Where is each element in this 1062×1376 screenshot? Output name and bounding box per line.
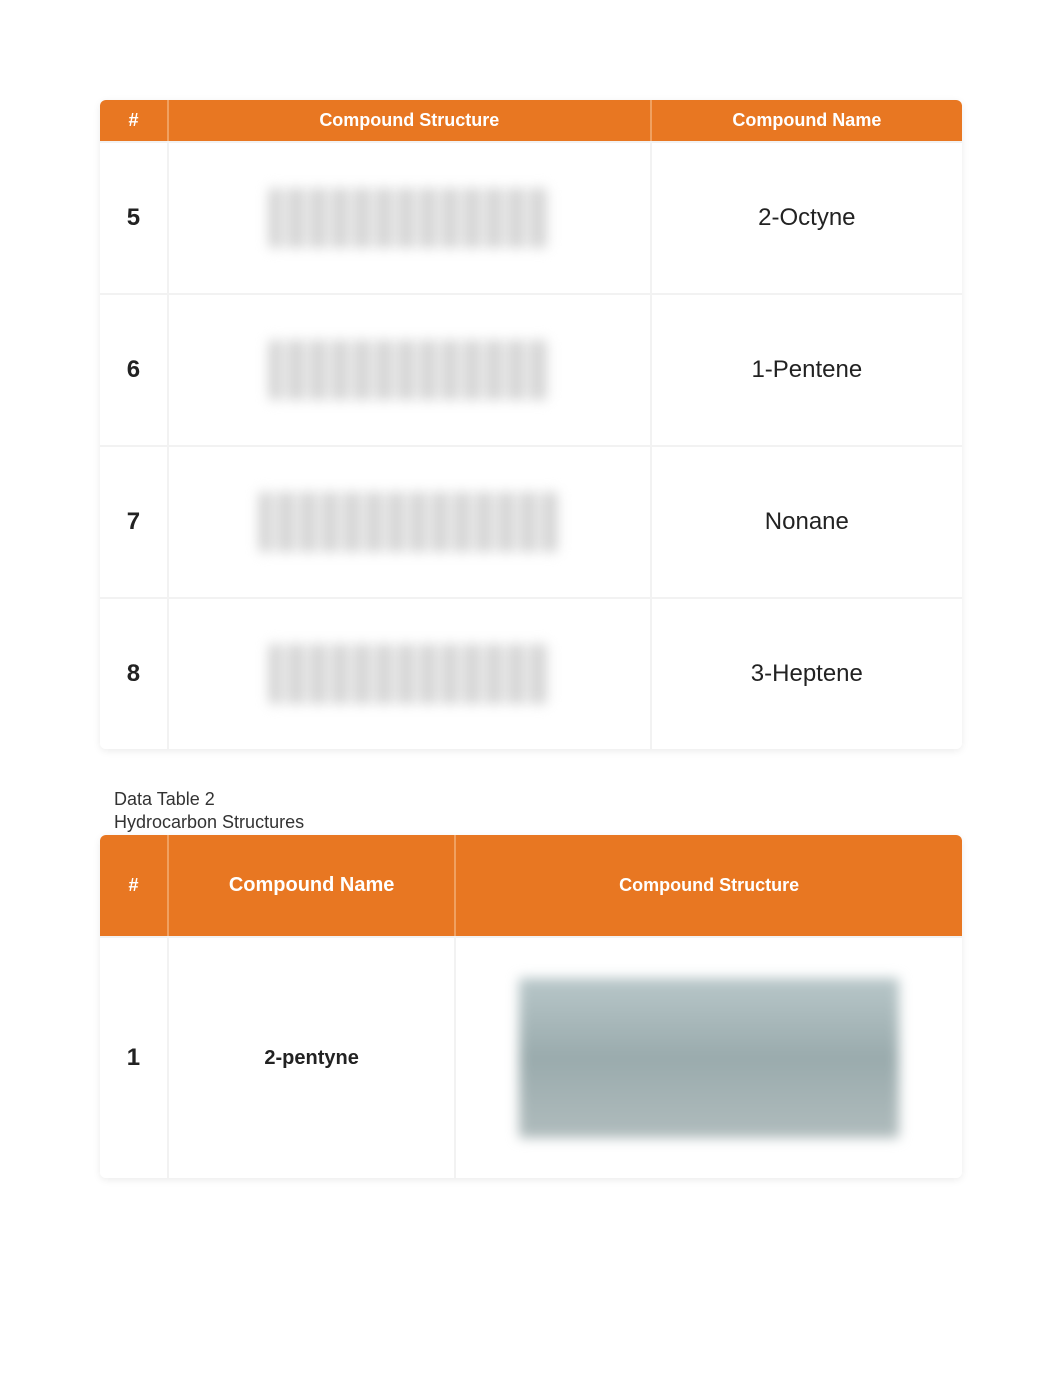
compound-table-2: # Compound Name Compound Structure 1 2-p… [100, 835, 962, 1178]
structure-cell [169, 445, 652, 597]
table1-col-num-header: # [100, 100, 169, 141]
row-number: 1 [100, 936, 169, 1178]
table1-header-row: # Compound Structure Compound Name [100, 100, 962, 141]
table2-col-name-header: Compound Name [169, 835, 456, 936]
table2-col-structure-header: Compound Structure [456, 835, 962, 936]
table1-col-structure-header: Compound Structure [169, 100, 652, 141]
table2-title: Data Table 2 [114, 789, 962, 810]
table-row: 5 2-Octyne [100, 141, 962, 293]
heptene-structure-icon [259, 629, 559, 719]
nonane-structure-icon [259, 477, 559, 567]
pentene-structure-icon [259, 325, 559, 415]
table-row: 1 2-pentyne [100, 936, 962, 1178]
row-number: 5 [100, 141, 169, 293]
row-number: 6 [100, 293, 169, 445]
structure-cell [169, 141, 652, 293]
compound-name: 2-pentyne [169, 936, 456, 1178]
pentyne-photo-icon [519, 978, 899, 1138]
table-row: 6 1-Pentene [100, 293, 962, 445]
compound-name: 1-Pentene [652, 293, 962, 445]
structure-cell [169, 293, 652, 445]
table2-subtitle: Hydrocarbon Structures [114, 812, 962, 833]
row-number: 7 [100, 445, 169, 597]
table2-col-num-header: # [100, 835, 169, 936]
structure-cell [169, 597, 652, 749]
structure-cell [456, 936, 962, 1178]
octyne-structure-icon [259, 173, 559, 263]
compound-table-1: # Compound Structure Compound Name 5 2-O… [100, 100, 962, 749]
table2-header-row: # Compound Name Compound Structure [100, 835, 962, 936]
table-row: 8 3-Heptene [100, 597, 962, 749]
compound-name: 2-Octyne [652, 141, 962, 293]
compound-name: Nonane [652, 445, 962, 597]
table-row: 7 Nonane [100, 445, 962, 597]
table1-col-name-header: Compound Name [652, 100, 962, 141]
row-number: 8 [100, 597, 169, 749]
compound-name: 3-Heptene [652, 597, 962, 749]
